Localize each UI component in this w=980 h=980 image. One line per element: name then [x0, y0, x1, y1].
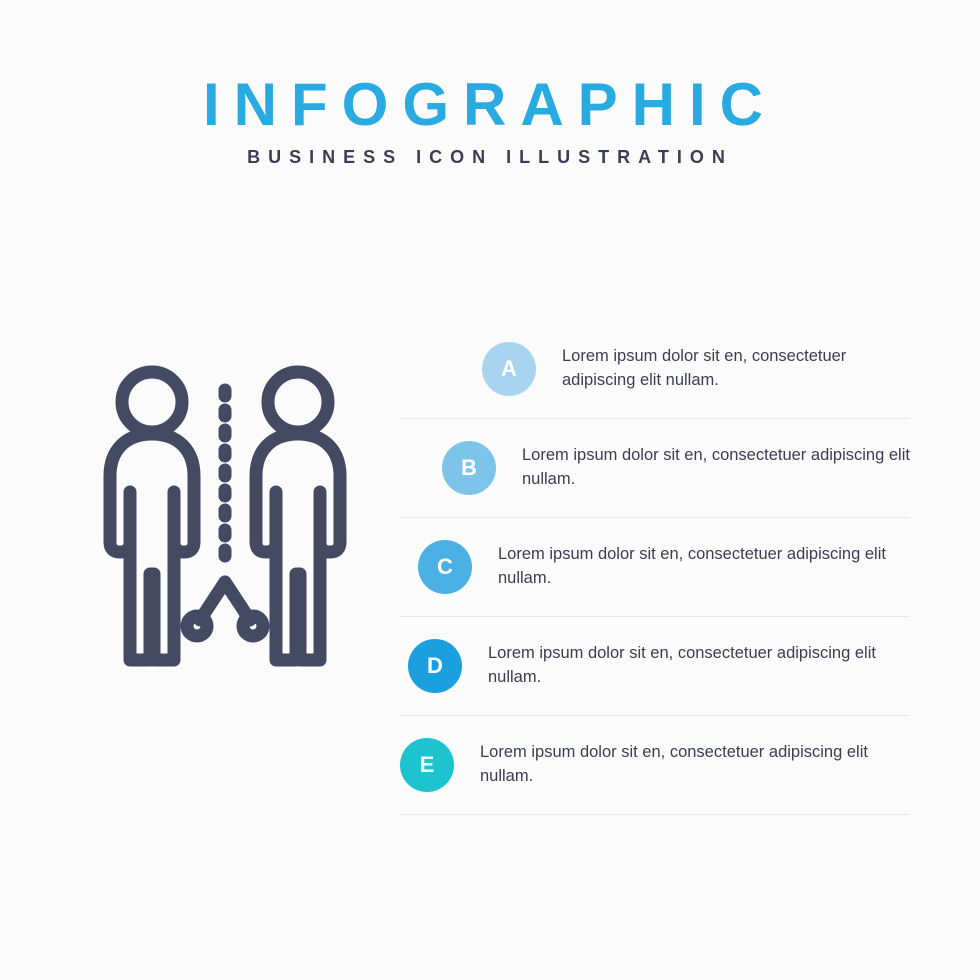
page-subtitle: BUSINESS ICON ILLUSTRATION — [0, 147, 980, 168]
step-text: Lorem ipsum dolor sit en, consectetuer a… — [522, 444, 910, 492]
step-text: Lorem ipsum dolor sit en, consectetuer a… — [562, 345, 910, 393]
step-item: E Lorem ipsum dolor sit en, consectetuer… — [400, 716, 910, 815]
step-text: Lorem ipsum dolor sit en, consectetuer a… — [488, 642, 910, 690]
step-badge-a: A — [482, 342, 536, 396]
step-badge-d: D — [408, 639, 462, 693]
step-badge-e: E — [400, 738, 454, 792]
separation-people-icon — [80, 360, 370, 680]
step-badge-c: C — [418, 540, 472, 594]
main-icon-area — [0, 320, 400, 680]
step-badge-b: B — [442, 441, 496, 495]
header: INFOGRAPHIC BUSINESS ICON ILLUSTRATION — [0, 0, 980, 168]
steps-list: A Lorem ipsum dolor sit en, consectetuer… — [400, 320, 980, 815]
step-item: D Lorem ipsum dolor sit en, consectetuer… — [400, 617, 910, 716]
page-title: INFOGRAPHIC — [0, 70, 980, 139]
step-item: A Lorem ipsum dolor sit en, consectetuer… — [400, 320, 910, 419]
step-item: C Lorem ipsum dolor sit en, consectetuer… — [400, 518, 910, 617]
step-item: B Lorem ipsum dolor sit en, consectetuer… — [400, 419, 910, 518]
step-text: Lorem ipsum dolor sit en, consectetuer a… — [498, 543, 910, 591]
step-text: Lorem ipsum dolor sit en, consectetuer a… — [480, 741, 910, 789]
content-row: A Lorem ipsum dolor sit en, consectetuer… — [0, 320, 980, 815]
